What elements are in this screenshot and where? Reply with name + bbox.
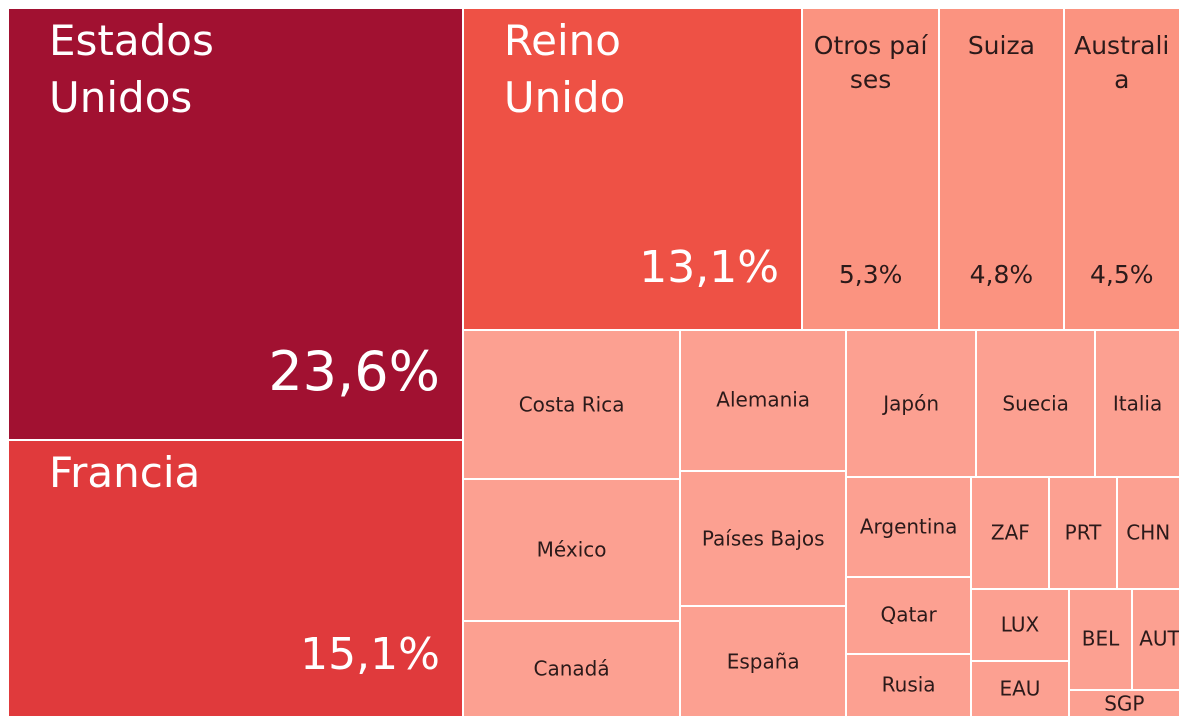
tile-label: Argentina <box>859 514 958 539</box>
tile-label: LUX <box>1000 612 1040 637</box>
tile: Costa Rica <box>462 329 681 480</box>
value-label: 23,6% <box>268 340 440 404</box>
tile-label: Reino Unido <box>503 16 626 122</box>
tile-label: Francia <box>49 448 201 498</box>
tile-label: Suiza <box>967 31 1035 60</box>
value-label: 5,3% <box>838 259 903 289</box>
tile: Canadá <box>462 621 681 717</box>
tile-label: Otros países <box>813 31 928 94</box>
tile: LUX <box>971 588 1069 662</box>
tile: Otros países 5,3% <box>802 8 940 330</box>
tile: AUT <box>1132 588 1180 691</box>
tile-label: Japón <box>883 391 940 416</box>
tile: Alemania <box>680 329 847 471</box>
tile: EAU <box>971 661 1069 717</box>
tile-label: Alemania <box>716 387 811 412</box>
tile: Italia <box>1095 329 1180 478</box>
tile-label: Qatar <box>880 602 937 627</box>
tile: Argentina <box>846 477 972 578</box>
tile: BEL <box>1068 588 1133 691</box>
tile: México <box>462 479 681 622</box>
tile-label: Estados Unidos <box>49 16 214 122</box>
tile: Estados Unidos 23,6% <box>8 8 463 441</box>
tile: PRT <box>1049 477 1117 589</box>
tile-label: Suecia <box>1002 391 1069 416</box>
tile-label: Costa Rica <box>518 392 625 417</box>
tile-label: BEL <box>1081 626 1120 651</box>
tile-label: Canadá <box>533 656 610 681</box>
tile-label: Italia <box>1112 391 1163 416</box>
tile-label: España <box>726 649 800 674</box>
tile: Australia 4,5% <box>1063 8 1180 330</box>
value-label: 4,5% <box>1089 259 1154 289</box>
tile: SGP <box>1068 690 1180 717</box>
tile: Suecia <box>976 329 1096 478</box>
tile-label: AUT <box>1139 626 1180 651</box>
tile-label: EAU <box>999 676 1041 701</box>
tile: Países Bajos <box>680 470 847 607</box>
tile-label: ZAF <box>990 520 1030 545</box>
tile-label: Australia <box>1074 31 1170 94</box>
tile-label: SGP <box>1104 691 1145 715</box>
tile: Suiza 4,8% <box>939 8 1064 330</box>
value-label: 13,1% <box>639 241 780 293</box>
tile-label: México <box>536 537 607 562</box>
tile-label: Países Bajos <box>701 526 825 551</box>
treemap: Estados Unidos 23,6% Francia 15,1% Reino Uni… <box>8 8 1180 717</box>
tile: Qatar <box>846 577 972 654</box>
value-label: 15,1% <box>300 628 440 680</box>
tile-label: CHN <box>1126 520 1171 545</box>
tile: Rusia <box>846 653 972 717</box>
tile: España <box>680 606 847 717</box>
value-label: 4,8% <box>969 259 1034 289</box>
tile-label: PRT <box>1064 520 1102 545</box>
tile-label: Rusia <box>881 672 936 697</box>
tile: ZAF <box>971 477 1050 589</box>
tile: Japón <box>846 329 977 478</box>
tile: CHN <box>1116 477 1180 589</box>
tile: Francia 15,1% <box>8 440 463 717</box>
tile: Reino Unido 13,1% <box>462 8 803 330</box>
